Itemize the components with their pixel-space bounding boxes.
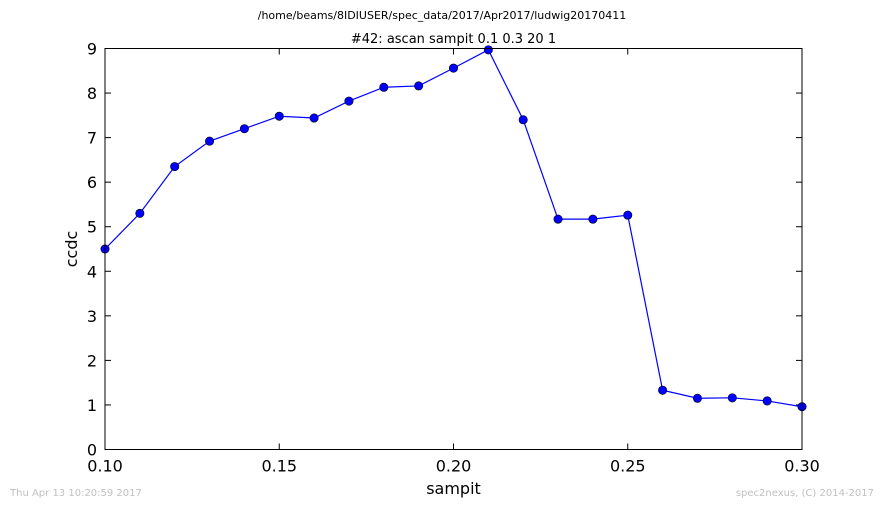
data-point [623,210,633,220]
y-tick-label: 1 [87,396,97,415]
y-tick-label: 9 [87,40,97,59]
x-axis-label: sampit [426,479,481,498]
data-point [448,63,458,73]
y-tick-label: 5 [87,218,97,237]
y-tick-label: 2 [87,351,97,370]
data-point [553,214,563,224]
y-tick-label: 3 [87,307,97,326]
data-point [658,385,668,395]
data-point [309,113,319,123]
data-point [344,96,354,106]
data-point [135,208,145,218]
data-point [379,82,389,92]
data-point [414,81,424,91]
data-point [692,393,702,403]
data-point [170,162,180,172]
footer-timestamp: Thu Apr 13 10:20:59 2017 [10,488,142,499]
data-point [274,111,284,121]
x-tick-label: 0.15 [261,457,297,476]
x-tick-label: 0.20 [436,457,472,476]
data-point [483,45,493,55]
data-point [518,115,528,125]
y-tick-label: 7 [87,129,97,148]
data-point [239,124,249,134]
data-point [762,396,772,406]
y-axis-label: ccdc [62,231,81,268]
data-point [727,393,737,403]
y-tick-label: 6 [87,173,97,192]
y-tick-label: 8 [87,84,97,103]
series-line [104,49,803,408]
footer-credit: spec2nexus, (C) 2014-2017 [735,488,874,499]
axes-frame [104,48,803,450]
y-tick-label: 0 [87,441,97,460]
figure-suptitle: /home/beams/8IDIUSER/spec_data/2017/Apr2… [257,9,627,22]
x-tick-label: 0.30 [784,457,820,476]
data-point [588,214,598,224]
data-point [205,136,215,146]
y-tick-label: 4 [87,262,97,281]
chart-title: #42: ascan sampit 0.1 0.3 20 1 [351,32,556,47]
x-tick-label: 0.25 [610,457,646,476]
x-tick-label: 0.10 [87,457,123,476]
